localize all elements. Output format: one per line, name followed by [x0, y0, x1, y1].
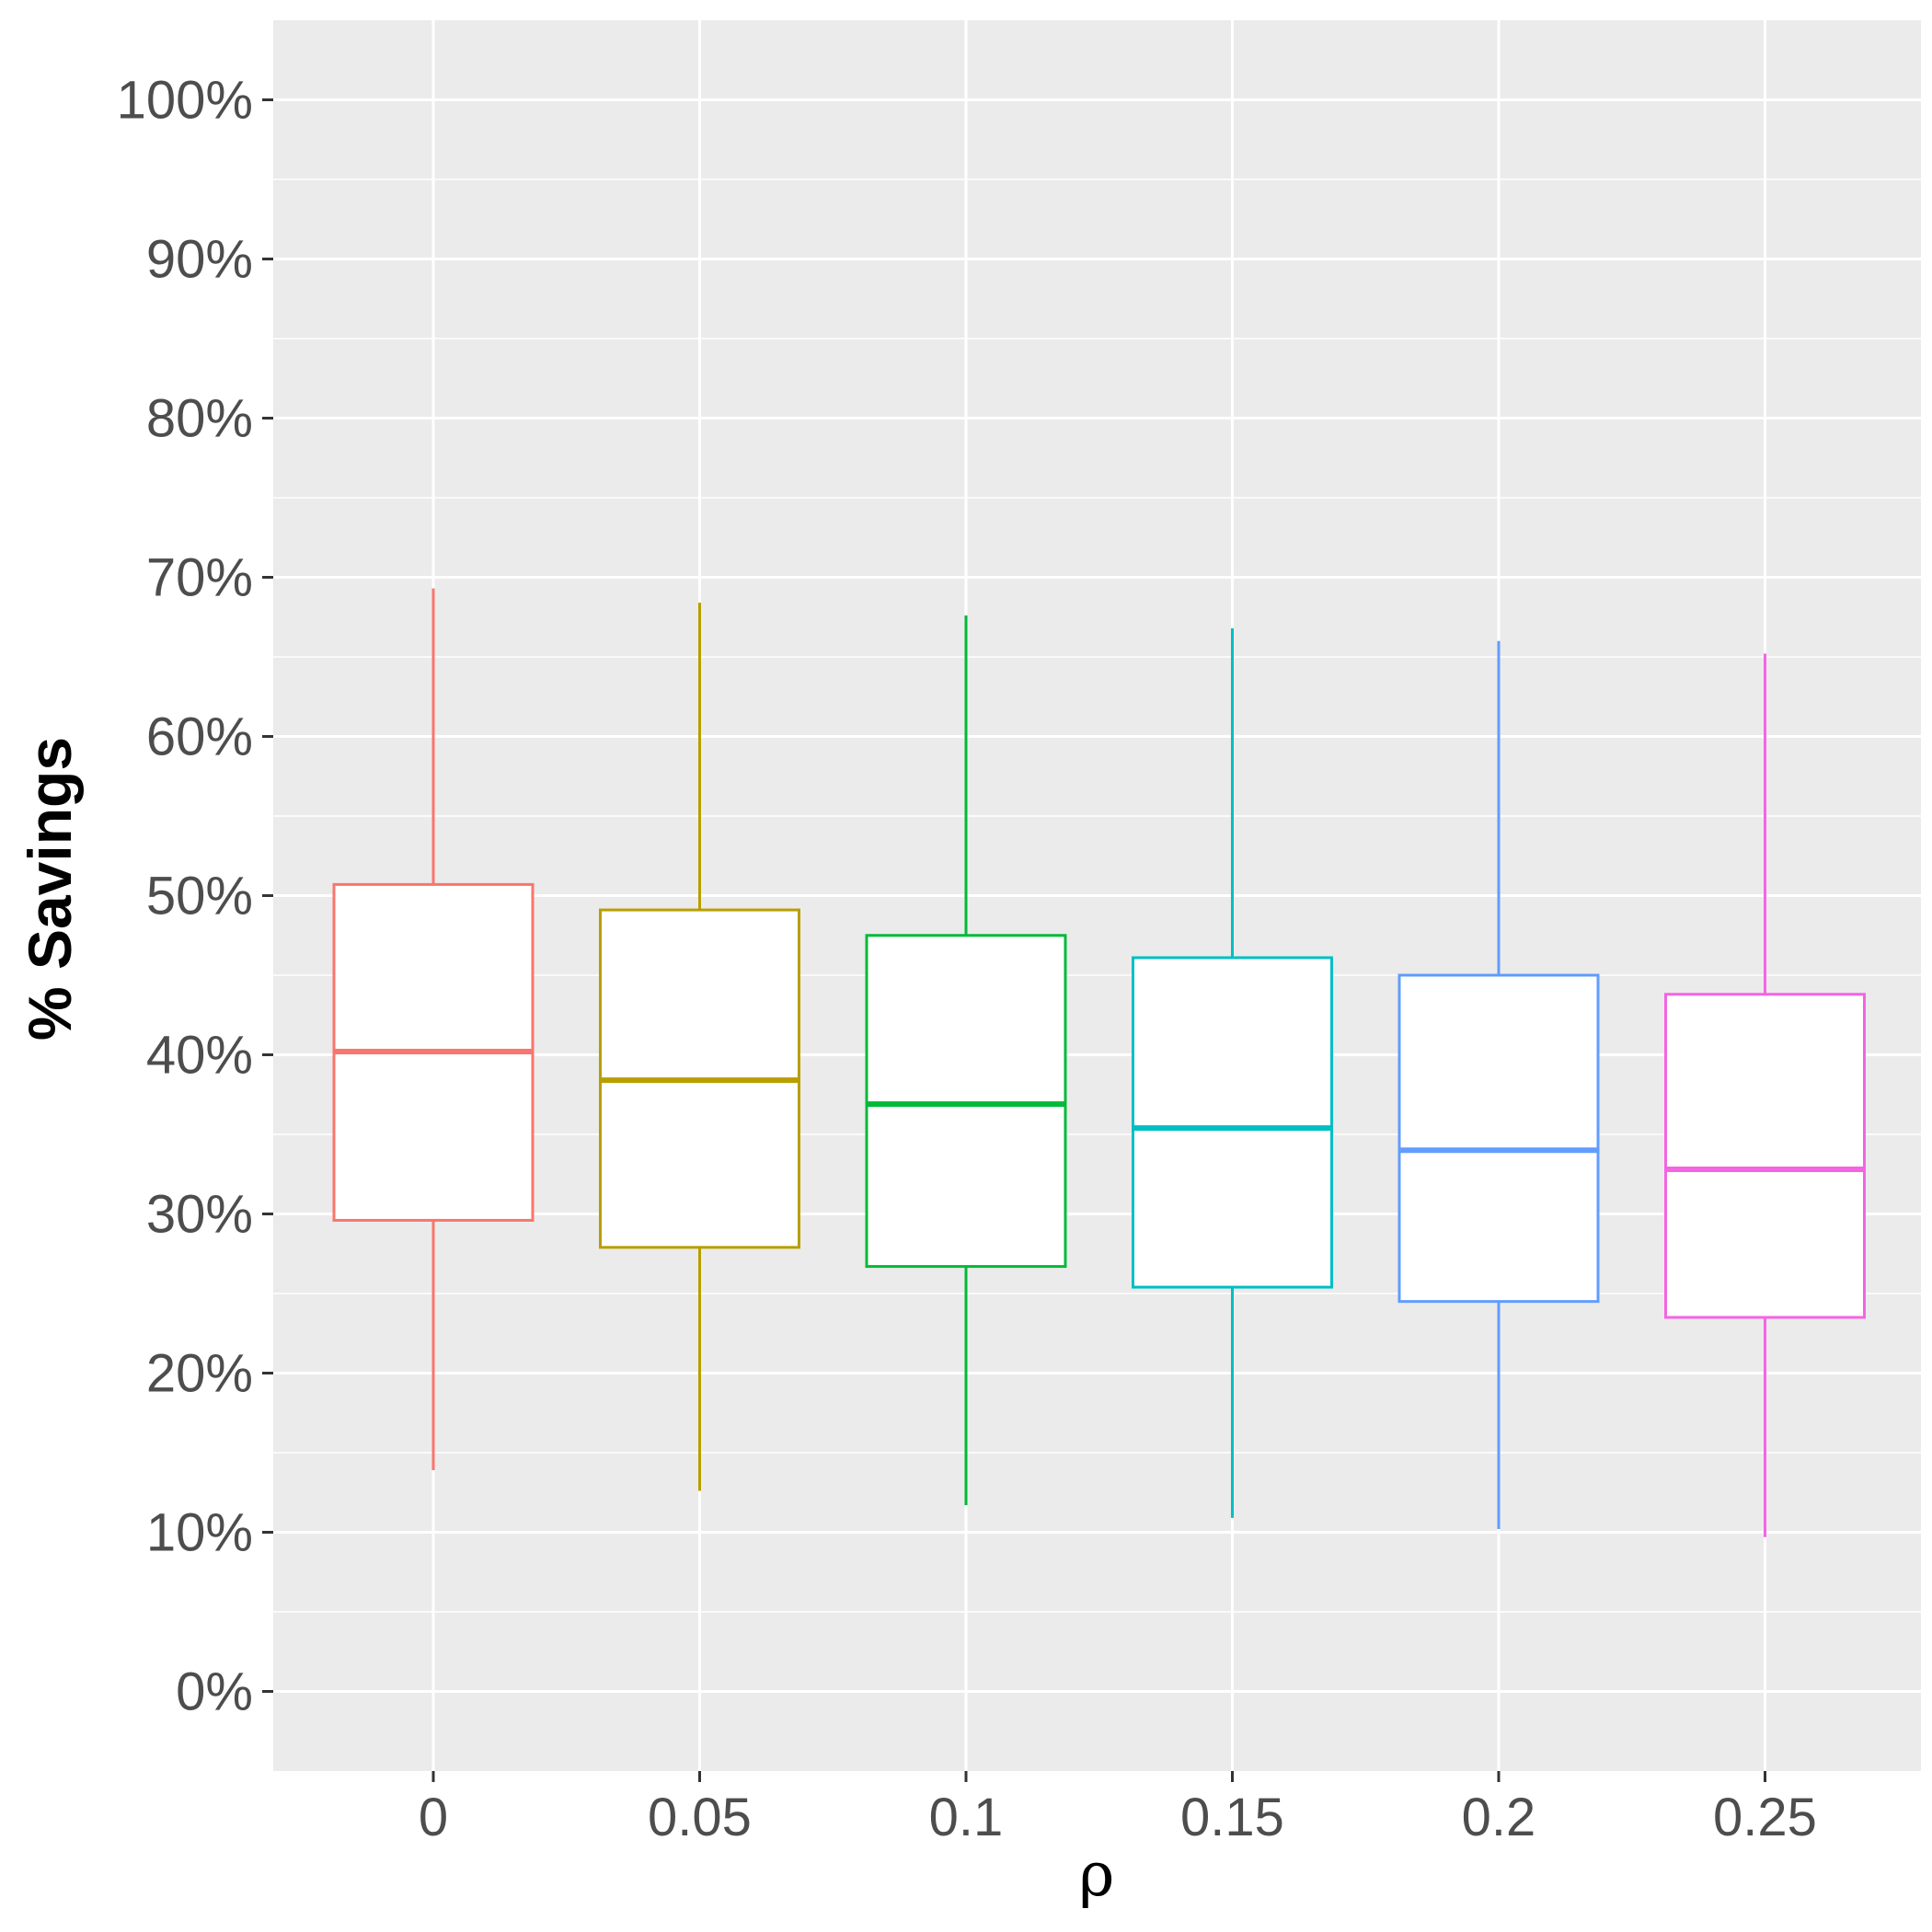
- boxes: [332, 588, 1866, 1537]
- iqr-box: [1397, 973, 1600, 1304]
- y-tick-label: 60%: [146, 707, 253, 767]
- box-0.2: [1397, 640, 1600, 1530]
- x-tick-label: 0.15: [1180, 1788, 1284, 1847]
- x-axis: 0 0.05 0.1 0.15 0.2 0.25: [419, 1771, 1817, 1847]
- y-tick-label: 100%: [117, 71, 253, 131]
- iqr-box: [865, 934, 1067, 1269]
- iqr-box: [1664, 993, 1866, 1319]
- x-tick-label: 0.25: [1713, 1788, 1817, 1847]
- y-tick-label: 20%: [146, 1344, 253, 1404]
- x-tick-label: 0.05: [648, 1788, 752, 1847]
- y-tick-label: 10%: [146, 1503, 253, 1563]
- y-axis-title: % Savings: [16, 737, 84, 1041]
- y-tick-label: 70%: [146, 548, 253, 608]
- y-tick-label: 90%: [146, 230, 253, 290]
- box-0.15: [1132, 627, 1333, 1518]
- x-axis-title: ρ: [1079, 1839, 1115, 1910]
- minor-gridlines: [273, 178, 1921, 1613]
- y-tick-label: 0%: [176, 1662, 253, 1722]
- y-axis: 0% 10% 20% 30% 40% 50% 60% 70% 80% 90% 100%: [117, 71, 273, 1722]
- x-tick-label: 0.1: [929, 1788, 1004, 1847]
- x-tick-label: 0.2: [1462, 1788, 1536, 1847]
- box-0.05: [599, 603, 800, 1491]
- y-tick-label: 30%: [146, 1185, 253, 1245]
- y-tick-label: 50%: [146, 867, 253, 926]
- box-0.1: [865, 615, 1067, 1506]
- box-0: [332, 588, 535, 1471]
- x-tick-label: 0: [419, 1788, 448, 1847]
- box-0.25: [1664, 653, 1866, 1537]
- y-tick-label: 40%: [146, 1026, 253, 1086]
- iqr-box: [1132, 956, 1333, 1289]
- y-tick-label: 80%: [146, 389, 253, 449]
